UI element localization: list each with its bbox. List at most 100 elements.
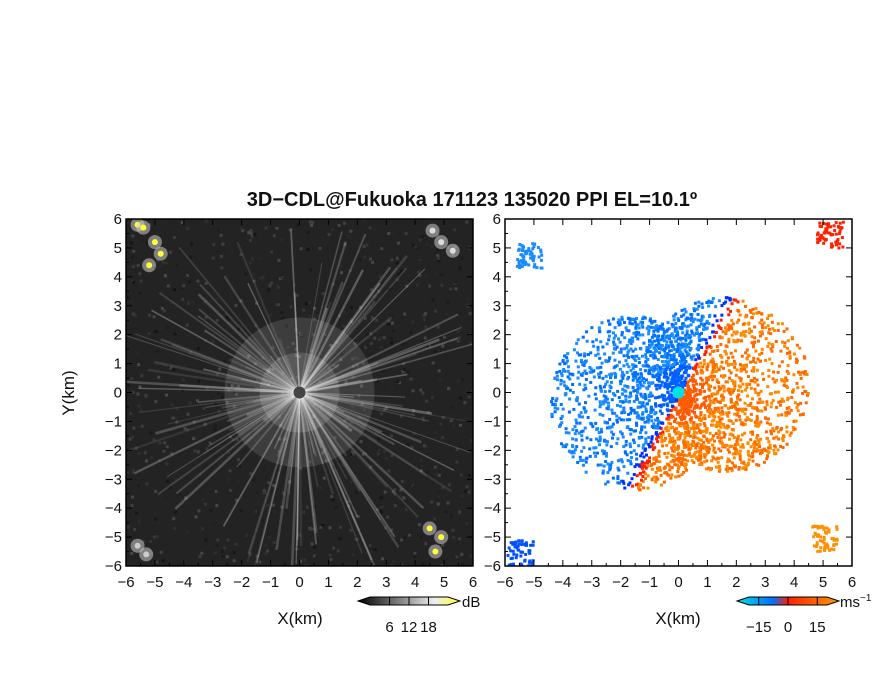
velocity-pixel <box>597 375 601 379</box>
velocity-pixel <box>744 363 748 367</box>
noise-pixel <box>137 520 141 524</box>
noise-pixel <box>363 255 367 259</box>
velocity-pixel <box>719 374 723 378</box>
noise-pixel <box>464 354 468 358</box>
radial-ray <box>295 392 301 565</box>
clutter-velocity <box>511 562 515 566</box>
radial-ray <box>139 391 300 413</box>
velocity-pixel <box>699 404 703 408</box>
velocity-pixel <box>694 443 698 447</box>
noise-pixel <box>331 498 335 502</box>
velocity-pixel <box>555 378 559 382</box>
noise-pixel <box>382 253 386 257</box>
noise-pixel <box>295 375 299 379</box>
velocity-pixel <box>673 463 677 467</box>
velocity-pixel <box>648 343 652 347</box>
velocity-pixel <box>633 411 637 415</box>
velocity-pixel <box>612 347 616 351</box>
velocity-pixel <box>616 437 620 441</box>
noise-pixel <box>232 559 236 563</box>
velocity-pixel <box>601 449 605 453</box>
velocity-pixel <box>603 399 607 403</box>
noise-pixel <box>261 275 265 279</box>
velocity-pixel <box>717 465 721 469</box>
velocity-pixel <box>620 432 624 436</box>
velocity-pixel <box>688 365 692 369</box>
noise-pixel <box>261 519 265 523</box>
noise-pixel <box>419 257 423 261</box>
velocity-pixel <box>719 449 723 453</box>
velocity-pixel <box>605 443 609 447</box>
velocity-pixel <box>721 442 725 446</box>
velocity-pixel <box>665 340 669 344</box>
velocity-pixel <box>753 336 757 340</box>
velocity-pixel <box>619 479 623 483</box>
velocity-pixel <box>637 380 641 384</box>
velocity-pixel <box>625 328 629 332</box>
velocity-pixel <box>640 478 644 482</box>
velocity-pixel <box>679 432 683 436</box>
velocity-pixel <box>689 340 693 344</box>
noise-pixel <box>441 543 445 547</box>
velocity-pixel <box>658 324 662 328</box>
radial-ray <box>254 392 301 566</box>
noise-pixel <box>250 430 254 434</box>
velocity-pixel <box>596 352 600 356</box>
noise-pixel <box>134 511 138 515</box>
velocity-pixel <box>613 358 617 362</box>
velocity-pixel <box>698 463 702 467</box>
noise-pixel <box>346 416 350 420</box>
velocity-pixel <box>707 446 711 450</box>
velocity-pixel <box>714 457 718 461</box>
velocity-pixel <box>626 459 630 463</box>
noise-pixel <box>202 470 206 474</box>
velocity-pixel <box>656 419 660 423</box>
velocity-pixel <box>719 318 723 322</box>
velocity-pixel <box>613 375 617 379</box>
noise-pixel <box>211 340 215 344</box>
noise-pixel <box>166 284 170 288</box>
velocity-pixel <box>695 426 699 430</box>
clutter-velocity <box>813 531 817 535</box>
velocity-pixel <box>733 402 737 406</box>
noise-pixel <box>183 427 187 431</box>
velocity-pixel <box>642 341 646 345</box>
velocity-pixel <box>567 431 571 435</box>
velocity-pixel <box>572 451 576 455</box>
clutter-velocity <box>514 540 518 544</box>
velocity-pixel <box>684 345 688 349</box>
radial-ray <box>262 391 301 422</box>
noise-pixel <box>134 446 138 450</box>
noise-pixel <box>433 517 437 521</box>
velocity-pixel <box>625 453 629 457</box>
velocity-pixel <box>685 408 689 412</box>
velocity-pixel <box>629 451 633 455</box>
velocity-pixel <box>678 336 682 340</box>
velocity-pixel <box>643 316 647 320</box>
velocity-pixel <box>696 312 700 316</box>
velocity-pixel <box>743 412 747 416</box>
velocity-pixel <box>707 375 711 379</box>
noise-pixel <box>310 542 314 546</box>
velocity-pixel <box>674 322 678 326</box>
velocity-pixel <box>650 478 654 482</box>
velocity-pixel <box>686 387 690 391</box>
noise-pixel <box>157 375 161 379</box>
clutter-velocity <box>531 247 535 251</box>
noise-pixel <box>225 555 229 559</box>
noise-pixel <box>465 522 469 526</box>
velocity-pixel <box>580 430 584 434</box>
clutter-velocity <box>507 563 511 566</box>
noise-pixel <box>323 404 327 408</box>
noise-pixel <box>263 381 267 385</box>
velocity-pixel <box>671 385 675 389</box>
radial-ray <box>299 391 403 407</box>
noise-pixel <box>196 279 200 283</box>
noise-pixel <box>344 380 348 384</box>
velocity-pixel <box>716 349 720 353</box>
noise-pixel <box>301 308 305 312</box>
velocity-pixel <box>631 378 635 382</box>
velocity-pixel <box>688 348 692 352</box>
velocity-pixel <box>744 370 748 374</box>
radial-ray <box>257 388 300 394</box>
